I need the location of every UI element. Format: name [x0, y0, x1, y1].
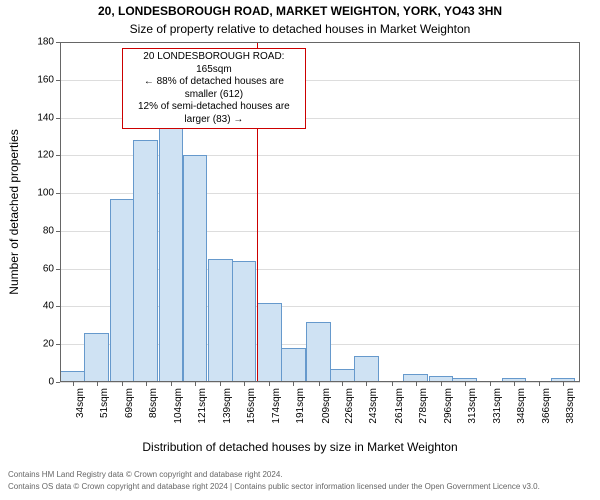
legend-box: 20 LONDESBOROUGH ROAD: 165sqm ← 88% of d…	[122, 48, 306, 129]
x-tick-mark	[244, 382, 245, 386]
x-tick-label: 139sqm	[222, 388, 233, 438]
x-tick-label: 86sqm	[148, 388, 159, 438]
chart-title-line1: 20, LONDESBOROUGH ROAD, MARKET WEIGHTON,…	[0, 4, 600, 18]
x-tick-mark	[465, 382, 466, 386]
histogram-bar	[257, 303, 282, 382]
footer-line-1: Contains HM Land Registry data © Crown c…	[8, 470, 592, 479]
x-tick-mark	[416, 382, 417, 386]
x-tick-mark	[319, 382, 320, 386]
y-tick-label: 180	[26, 37, 54, 48]
x-tick-mark	[195, 382, 196, 386]
y-tick-mark	[56, 344, 60, 345]
histogram-bar	[330, 369, 355, 382]
footer-line-2: Contains OS data © Crown copyright and d…	[8, 482, 592, 491]
x-tick-label: 191sqm	[295, 388, 306, 438]
histogram-bar	[183, 155, 208, 382]
y-tick-label: 100	[26, 188, 54, 199]
legend-line-1: 20 LONDESBOROUGH ROAD: 165sqm	[129, 51, 299, 76]
y-tick-label: 0	[26, 377, 54, 388]
x-tick-label: 209sqm	[321, 388, 332, 438]
y-tick-mark	[56, 193, 60, 194]
legend-line-2: ← 88% of detached houses are smaller (61…	[129, 76, 299, 101]
histogram-bar	[232, 261, 257, 382]
x-tick-mark	[73, 382, 74, 386]
x-tick-label: 34sqm	[75, 388, 86, 438]
y-axis-label: Number of detached properties	[7, 129, 21, 294]
histogram-bar	[306, 322, 331, 382]
histogram-bar	[60, 371, 85, 382]
x-tick-label: 383sqm	[565, 388, 576, 438]
x-tick-mark	[220, 382, 221, 386]
y-tick-label: 120	[26, 150, 54, 161]
x-tick-mark	[342, 382, 343, 386]
x-tick-label: 313sqm	[467, 388, 478, 438]
histogram-bar	[281, 348, 306, 382]
x-tick-label: 331sqm	[492, 388, 503, 438]
x-tick-mark	[392, 382, 393, 386]
histogram-bar	[208, 259, 233, 382]
x-tick-label: 121sqm	[197, 388, 208, 438]
x-tick-label: 261sqm	[394, 388, 405, 438]
y-tick-label: 160	[26, 74, 54, 85]
x-tick-label: 69sqm	[124, 388, 135, 438]
x-tick-label: 51sqm	[99, 388, 110, 438]
y-tick-label: 40	[26, 301, 54, 312]
x-tick-label: 278sqm	[418, 388, 429, 438]
x-tick-mark	[441, 382, 442, 386]
x-tick-mark	[490, 382, 491, 386]
y-tick-mark	[56, 80, 60, 81]
y-tick-mark	[56, 306, 60, 307]
x-tick-mark	[514, 382, 515, 386]
x-tick-label: 104sqm	[173, 388, 184, 438]
histogram-bar	[84, 333, 109, 382]
x-tick-mark	[539, 382, 540, 386]
x-tick-label: 156sqm	[246, 388, 257, 438]
x-tick-mark	[146, 382, 147, 386]
histogram-bar	[133, 140, 158, 382]
x-tick-mark	[122, 382, 123, 386]
y-tick-mark	[56, 382, 60, 383]
y-tick-label: 60	[26, 263, 54, 274]
histogram-bar	[110, 199, 135, 382]
histogram-bar	[159, 99, 184, 382]
y-tick-label: 80	[26, 225, 54, 236]
gridline	[60, 382, 580, 383]
x-tick-label: 348sqm	[516, 388, 527, 438]
y-tick-label: 20	[26, 339, 54, 350]
y-tick-mark	[56, 269, 60, 270]
legend-line-3: 12% of semi-detached houses are larger (…	[129, 101, 299, 126]
x-tick-label: 243sqm	[368, 388, 379, 438]
gridline	[60, 42, 580, 43]
y-tick-mark	[56, 42, 60, 43]
x-tick-mark	[563, 382, 564, 386]
chart-container: { "title_line1": "20, LONDESBOROUGH ROAD…	[0, 0, 600, 500]
y-tick-mark	[56, 231, 60, 232]
chart-title-line2: Size of property relative to detached ho…	[0, 22, 600, 36]
x-tick-label: 174sqm	[271, 388, 282, 438]
y-tick-mark	[56, 155, 60, 156]
x-tick-label: 366sqm	[541, 388, 552, 438]
x-tick-mark	[293, 382, 294, 386]
x-tick-mark	[97, 382, 98, 386]
x-tick-label: 226sqm	[344, 388, 355, 438]
x-tick-mark	[171, 382, 172, 386]
histogram-bar	[403, 374, 428, 382]
y-tick-label: 140	[26, 112, 54, 123]
x-tick-mark	[366, 382, 367, 386]
y-tick-mark	[56, 118, 60, 119]
x-tick-label: 296sqm	[443, 388, 454, 438]
x-axis-caption: Distribution of detached houses by size …	[0, 440, 600, 454]
x-tick-mark	[269, 382, 270, 386]
histogram-bar	[354, 356, 379, 382]
